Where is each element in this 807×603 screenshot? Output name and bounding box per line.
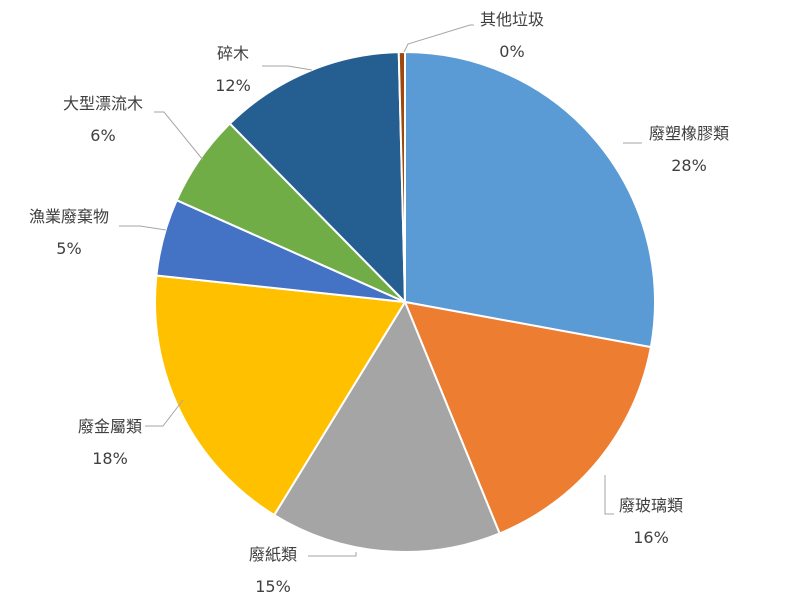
- slice-glass: [404, 301, 652, 535]
- label-fishery-value: 5%: [56, 239, 82, 258]
- label-other-name: 其他垃圾: [479, 10, 545, 29]
- label-other: 其他垃圾 0%: [480, 4, 544, 68]
- label-paper-name: 廢紙類: [248, 545, 298, 564]
- label-metal-value: 18%: [92, 449, 128, 468]
- label-other-value: 0%: [499, 42, 525, 61]
- pie-slices: [153, 51, 656, 553]
- label-wood-chips: 碎木 12%: [215, 38, 251, 102]
- label-paper-value: 15%: [255, 577, 291, 596]
- slice-paper: [273, 301, 501, 553]
- leader-other: [403, 24, 474, 53]
- label-metal-name: 廢金屬類: [77, 417, 143, 436]
- label-plastic-rubber-name: 廢塑橡膠類: [648, 124, 730, 143]
- label-driftwood: 大型漂流木 6%: [63, 88, 143, 152]
- label-driftwood-value: 6%: [90, 126, 116, 145]
- slice-wood-chips: [228, 51, 406, 303]
- label-fishery-name: 漁業廢棄物: [28, 207, 110, 226]
- label-wood-chips-value: 12%: [215, 76, 251, 95]
- label-glass-value: 16%: [633, 528, 669, 547]
- label-driftwood-name: 大型漂流木: [62, 94, 144, 113]
- label-paper: 廢紙類 15%: [249, 539, 297, 603]
- slice-metal: [153, 274, 406, 517]
- leader-lines: [119, 24, 642, 557]
- label-fishery: 漁業廢棄物 5%: [29, 201, 109, 265]
- slice-other: [397, 51, 406, 303]
- leader-paper: [308, 552, 357, 557]
- leader-wood-chips: [262, 65, 313, 71]
- leader-glass: [604, 475, 614, 515]
- leader-metal: [145, 399, 184, 427]
- label-plastic-rubber: 廢塑橡膠類 28%: [649, 118, 729, 182]
- slice-plastic-rubber: [404, 51, 656, 349]
- label-wood-chips-name: 碎木: [216, 44, 249, 63]
- label-glass-name: 廢玻璃類: [618, 496, 684, 515]
- leader-driftwood: [154, 111, 204, 161]
- label-plastic-rubber-value: 28%: [671, 156, 707, 175]
- leader-fishery: [119, 225, 167, 231]
- label-metal: 廢金屬類 18%: [78, 411, 142, 475]
- label-glass: 廢玻璃類 16%: [619, 490, 683, 554]
